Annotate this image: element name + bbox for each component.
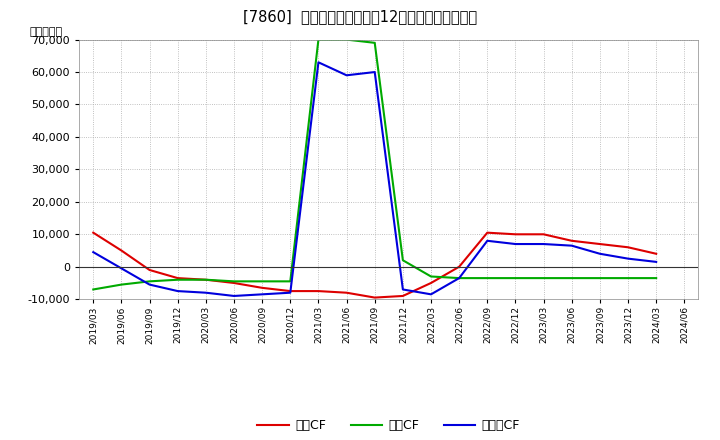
営業CF	[174, 275, 182, 281]
Text: [7860]  キャッシュフローの12か月移動合計の推移: [7860] キャッシュフローの12か月移動合計の推移	[243, 9, 477, 24]
営業CF	[89, 230, 98, 235]
営業CF	[567, 238, 576, 243]
営業CF	[511, 231, 520, 237]
営業CF	[258, 285, 266, 290]
投資CF	[174, 277, 182, 282]
営業CF	[342, 290, 351, 295]
投資CF	[370, 40, 379, 45]
投資CF	[399, 258, 408, 263]
フリーCF	[427, 292, 436, 297]
フリーCF	[567, 243, 576, 248]
投資CF	[427, 274, 436, 279]
営業CF	[427, 280, 436, 286]
Legend: 営業CF, 投資CF, フリーCF: 営業CF, 投資CF, フリーCF	[253, 414, 525, 437]
営業CF	[230, 280, 238, 286]
フリーCF	[89, 249, 98, 255]
フリーCF	[174, 289, 182, 294]
フリーCF	[117, 266, 126, 271]
投資CF	[483, 275, 492, 281]
Text: （百万円）: （百万円）	[30, 27, 63, 37]
フリーCF	[539, 242, 548, 247]
フリーCF	[455, 275, 464, 281]
フリーCF	[652, 259, 660, 264]
フリーCF	[595, 251, 604, 257]
Line: 投資CF: 投資CF	[94, 40, 656, 290]
フリーCF	[286, 290, 294, 295]
投資CF	[511, 275, 520, 281]
投資CF	[567, 275, 576, 281]
フリーCF	[483, 238, 492, 243]
Line: フリーCF: フリーCF	[94, 62, 656, 296]
営業CF	[286, 289, 294, 294]
Line: 営業CF: 営業CF	[94, 233, 656, 297]
営業CF	[624, 245, 632, 250]
営業CF	[202, 277, 210, 282]
フリーCF	[145, 282, 154, 287]
投資CF	[652, 275, 660, 281]
営業CF	[399, 293, 408, 299]
フリーCF	[258, 292, 266, 297]
投資CF	[595, 275, 604, 281]
営業CF	[455, 264, 464, 269]
投資CF	[624, 275, 632, 281]
投資CF	[117, 282, 126, 287]
フリーCF	[399, 287, 408, 292]
投資CF	[286, 279, 294, 284]
営業CF	[314, 289, 323, 294]
投資CF	[258, 279, 266, 284]
営業CF	[145, 268, 154, 273]
フリーCF	[230, 293, 238, 299]
投資CF	[145, 279, 154, 284]
フリーCF	[314, 60, 323, 65]
フリーCF	[202, 290, 210, 295]
フリーCF	[624, 256, 632, 261]
投資CF	[314, 37, 323, 42]
投資CF	[230, 279, 238, 284]
営業CF	[595, 242, 604, 247]
投資CF	[89, 287, 98, 292]
フリーCF	[511, 242, 520, 247]
営業CF	[483, 230, 492, 235]
営業CF	[652, 251, 660, 257]
フリーCF	[370, 70, 379, 75]
投資CF	[342, 37, 351, 42]
投資CF	[539, 275, 548, 281]
営業CF	[370, 295, 379, 300]
営業CF	[117, 248, 126, 253]
投資CF	[455, 275, 464, 281]
フリーCF	[342, 73, 351, 78]
投資CF	[202, 277, 210, 282]
営業CF	[539, 231, 548, 237]
